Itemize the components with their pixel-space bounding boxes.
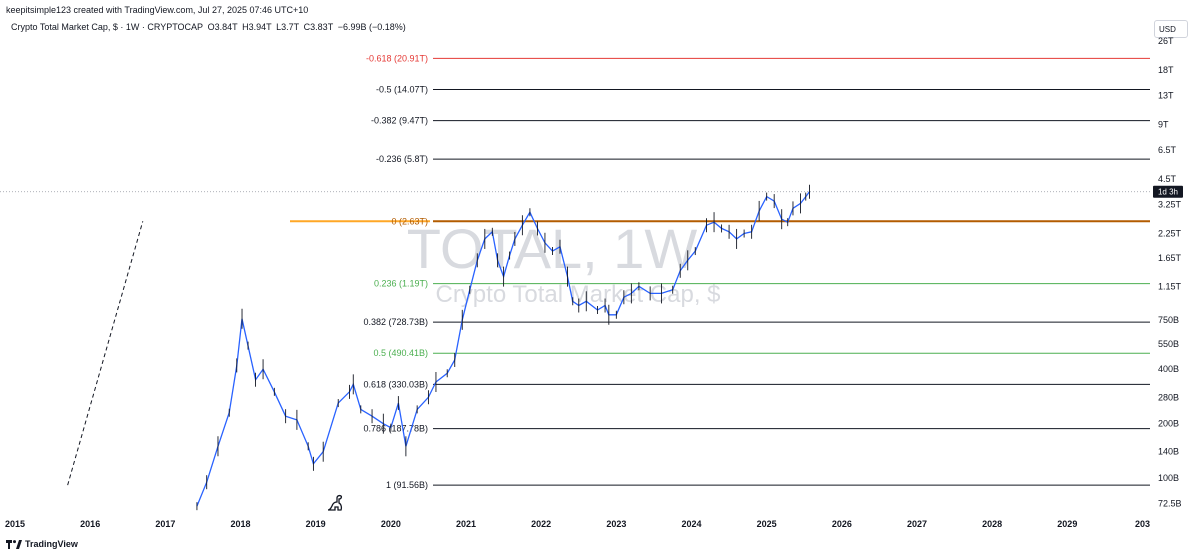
y-tick-label: 9T <box>1158 120 1169 130</box>
y-tick-label: 200B <box>1158 419 1179 429</box>
y-tick-label: 280B <box>1158 392 1179 402</box>
current-price-label: 1d 3h <box>1158 188 1178 197</box>
ohlc-low: L3.7T <box>276 22 300 32</box>
y-tick-label: 2.25T <box>1158 229 1182 239</box>
ohlc-change: −6.99B (−0.18%) <box>337 22 406 32</box>
x-tick-label: 2017 <box>155 519 175 529</box>
ohlc-close: C3.83T <box>303 22 334 32</box>
y-axis[interactable]: 26T 18T 13T 9T 6.5T 4.5T 3.25T 2.25T 1.65T 1.15T 7… <box>1158 36 1182 508</box>
dino-icon <box>326 494 346 517</box>
y-tick-label: 1.15T <box>1158 281 1182 291</box>
fib-level-label: -0.236 (5.8T) <box>376 154 428 164</box>
x-tick-label: 2026 <box>832 519 852 529</box>
author-line: keepitsimple123 created with TradingView… <box>6 5 309 15</box>
x-tick-label: 2020 <box>381 519 401 529</box>
trend-line[interactable] <box>67 221 144 486</box>
tradingview-brand: TradingView <box>25 539 78 549</box>
fib-level-label: 0.382 (728.73B) <box>363 317 428 327</box>
y-tick-label: 1.65T <box>1158 253 1182 263</box>
y-tick-label: 26T <box>1158 36 1174 46</box>
currency-button[interactable]: USD <box>1154 20 1188 38</box>
fibonacci-levels[interactable]: -0.618 (20.91T) -0.5 (14.07T) -0.382 (9.47… <box>290 53 1150 490</box>
x-tick-label: 2028 <box>982 519 1002 529</box>
ohlc-high: H3.94T <box>242 22 272 32</box>
current-price-badge <box>1153 185 1183 198</box>
x-tick-label: 2019 <box>306 519 326 529</box>
y-tick-label: 550B <box>1158 339 1179 349</box>
x-tick-label: 2015 <box>5 519 25 529</box>
x-tick-label: 2023 <box>606 519 626 529</box>
tradingview-icon <box>6 539 22 549</box>
symbol-info: Crypto Total Market Cap, $ · 1W · CRYPTO… <box>11 22 408 32</box>
fib-level-label: 0.618 (330.03B) <box>363 379 428 389</box>
x-tick-label: 203 <box>1135 519 1150 529</box>
x-tick-label: 2024 <box>681 519 701 529</box>
fib-level-label: 1 (91.56B) <box>386 480 428 490</box>
fib-level-label: 0 (2.63T) <box>391 216 428 226</box>
y-tick-label: 750B <box>1158 315 1179 325</box>
y-tick-label: 18T <box>1158 65 1174 75</box>
x-tick-label: 2029 <box>1057 519 1077 529</box>
y-tick-label: 72.5B <box>1158 498 1182 508</box>
fib-level-label: 0.786 (187.78B) <box>363 424 428 434</box>
y-tick-label: 4.5T <box>1158 174 1177 184</box>
ohlc-open: O3.84T <box>207 22 238 32</box>
tradingview-logo[interactable]: TradingView <box>6 539 78 549</box>
x-tick-label: 2025 <box>757 519 777 529</box>
watermark-subtitle: Crypto Total Market Cap, $ <box>435 281 720 308</box>
x-axis[interactable]: 2015 2016 2017 2018 2019 2020 2021 2022 2023 2024… <box>5 519 1150 529</box>
fib-level-label: 0.5 (490.41B) <box>373 348 428 358</box>
x-tick-label: 2018 <box>231 519 251 529</box>
price-series <box>196 184 811 511</box>
y-tick-label: 100B <box>1158 473 1179 483</box>
current-price-marker: 1d 3h <box>0 185 1183 198</box>
y-tick-label: 3.25T <box>1158 200 1182 210</box>
y-tick-label: 6.5T <box>1158 145 1177 155</box>
fib-level-label: -0.618 (20.91T) <box>366 53 428 63</box>
y-tick-label: 140B <box>1158 447 1179 457</box>
x-tick-label: 2022 <box>531 519 551 529</box>
symbol-line[interactable]: Crypto Total Market Cap, $ · 1W · CRYPTO… <box>11 22 204 32</box>
x-tick-label: 2021 <box>456 519 476 529</box>
x-tick-label: 2027 <box>907 519 927 529</box>
trend-line-dashed[interactable] <box>67 221 144 486</box>
x-tick-label: 2016 <box>80 519 100 529</box>
fib-level-label: -0.382 (9.47T) <box>371 116 428 126</box>
y-tick-label: 400B <box>1158 364 1179 374</box>
fib-level-label: 0.236 (1.19T) <box>374 279 428 289</box>
y-tick-label: 13T <box>1158 91 1174 101</box>
fib-level-label: -0.5 (14.07T) <box>376 84 428 94</box>
